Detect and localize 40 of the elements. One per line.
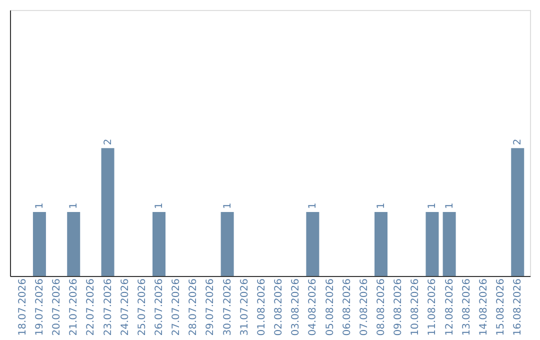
x-tick-label: 28.07.2026: [188, 278, 200, 336]
x-tick-label: 31.07.2026: [239, 278, 250, 336]
x-tick-label: 03.08.2026: [290, 278, 302, 336]
x-tick-label: 26.07.2026: [154, 278, 165, 336]
data-label: 1: [308, 202, 319, 210]
x-tick-label: 15.08.2026: [496, 278, 507, 336]
x-tick-label: 11.08.2026: [427, 278, 438, 336]
x-tick-label: 19.07.2026: [34, 278, 46, 336]
data-label: 1: [154, 202, 165, 210]
data-label: 1: [444, 202, 456, 210]
x-tick-label: 13.08.2026: [461, 278, 472, 336]
x-tick-label: 20.07.2026: [52, 278, 63, 336]
x-tick-label: 10.08.2026: [410, 278, 422, 336]
x-tick-label: 05.08.2026: [324, 278, 336, 336]
x-tick-label: 14.08.2026: [478, 278, 490, 336]
x-tick-label: 08.08.2026: [376, 278, 387, 336]
x-tick-label: 07.08.2026: [358, 278, 370, 336]
data-label: 1: [68, 202, 80, 210]
x-tick-label: 23.07.2026: [102, 278, 114, 336]
x-tick-label: 04.08.2026: [308, 278, 319, 336]
x-tick-label: 24.07.2026: [120, 278, 131, 336]
x-tick-label: 22.07.2026: [86, 278, 97, 336]
x-tick-label: 02.08.2026: [274, 278, 285, 336]
x-tick-label: 18.07.2026: [17, 278, 28, 336]
x-tick-label: 09.08.2026: [393, 278, 404, 336]
x-tick-label: 25.07.2026: [136, 278, 148, 336]
data-label: 1: [34, 202, 46, 210]
x-tick-label: 29.07.2026: [205, 278, 216, 336]
x-tick-label: 21.07.2026: [68, 278, 80, 336]
data-label: 1: [222, 202, 234, 210]
data-label: 1: [427, 202, 438, 210]
x-tick-label: 27.07.2026: [171, 278, 182, 336]
x-tick-label: 12.08.2026: [444, 278, 456, 336]
x-tick-label: 30.07.2026: [222, 278, 234, 336]
data-label: 1: [376, 202, 387, 210]
x-tick-label: 06.08.2026: [342, 278, 353, 336]
x-tick-label: 01.08.2026: [256, 278, 268, 336]
x-tick-label: 16.08.2026: [512, 278, 524, 336]
data-label: 2: [512, 138, 524, 146]
data-label: 2: [102, 138, 114, 146]
